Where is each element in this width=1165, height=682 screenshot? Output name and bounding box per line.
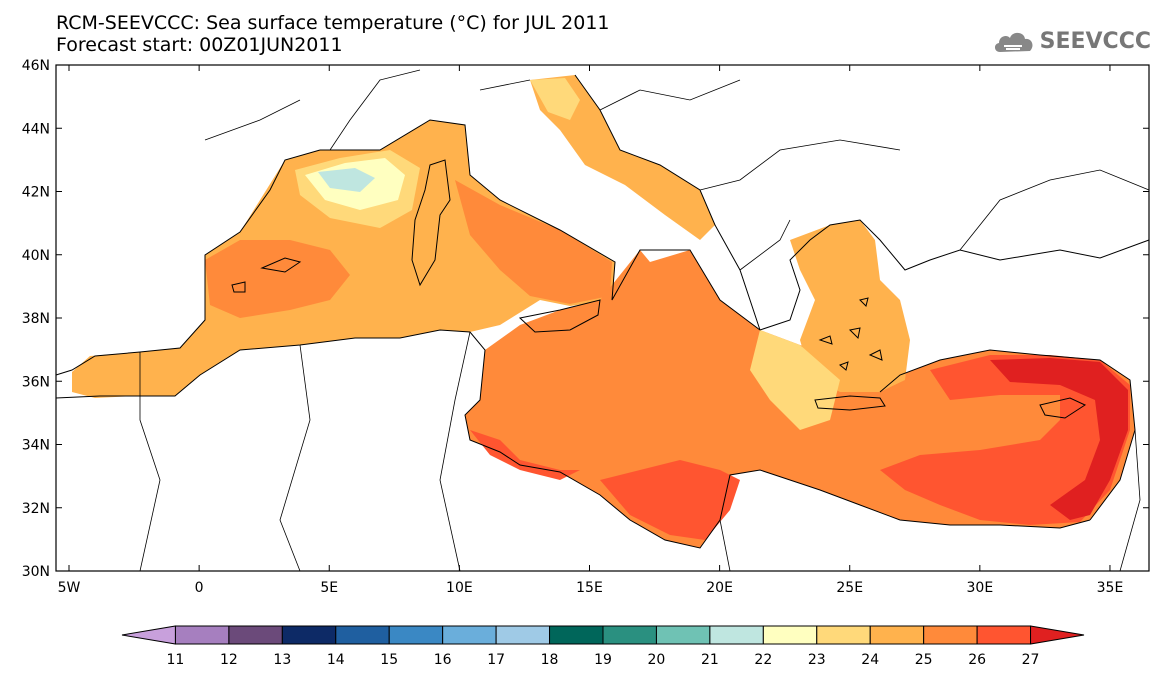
- colorbar-bin: [442, 625, 497, 645]
- aegean-islands: [818, 297, 883, 371]
- lat-label: 32N: [22, 501, 50, 517]
- colorbar-bin: [816, 625, 871, 645]
- colorbar-label: 14: [327, 652, 345, 668]
- libyan-sea-hot: [600, 460, 740, 540]
- colorbar-label: 23: [808, 652, 826, 668]
- colorbar-label: 16: [434, 652, 452, 668]
- longitude-axis: 5W 0 5E 10E 15E 20E 25E 30E 35E: [58, 65, 1124, 596]
- title-block: RCM-SEEVCCC: Sea surface temperature (°C…: [56, 12, 610, 56]
- colorbar-bin: [549, 625, 604, 645]
- northern-adriatic-cool: [530, 78, 580, 120]
- lat-label: 46N: [22, 58, 50, 74]
- colorbar-arrow-high: [1030, 625, 1085, 645]
- map-title: RCM-SEEVCCC: Sea surface temperature (°C…: [56, 12, 610, 34]
- map-plot-area: [55, 64, 1150, 572]
- coastlines: [55, 69, 1150, 572]
- levantine-hot: [880, 355, 1130, 525]
- colorbar-label: 13: [273, 652, 291, 668]
- alboran-sea: [72, 352, 190, 396]
- aegean-sea: [790, 220, 910, 392]
- colorbar-label: 19: [594, 652, 612, 668]
- forecast-start: Forecast start: 00Z01JUN2011: [56, 34, 343, 56]
- ligurian-coldest-patch: [318, 168, 375, 192]
- north-africa-coast: [55, 329, 1091, 549]
- colorbar-bin: [495, 625, 551, 645]
- colorbar-label: 11: [167, 652, 185, 668]
- lon-label: 35E: [1097, 580, 1124, 596]
- colorbar-label: 21: [701, 652, 719, 668]
- colorbar-bin: [281, 625, 337, 645]
- colorbar-label: 22: [754, 652, 772, 668]
- lat-label: 42N: [22, 185, 50, 201]
- western-basin-sea: [72, 120, 615, 398]
- colorbar-arrow-low: [121, 625, 176, 645]
- lat-label: 38N: [22, 311, 50, 327]
- lon-label: 15E: [576, 580, 603, 596]
- lat-label: 36N: [22, 374, 50, 390]
- colorbar-bin: [655, 625, 711, 645]
- cretan-passage-cool: [750, 330, 840, 430]
- colorbar-bin: [388, 625, 444, 645]
- colorbar-bin: [762, 625, 818, 645]
- colorbar-label: 15: [380, 652, 398, 668]
- colorbar-label: 18: [541, 652, 559, 668]
- balearic-warm-water: [205, 240, 350, 318]
- colorbar-label: 26: [968, 652, 986, 668]
- balearic-islands: [231, 257, 302, 293]
- levant-coast: [879, 349, 1136, 521]
- crete: [814, 395, 886, 411]
- colorbar-label: 25: [915, 652, 933, 668]
- colorbar-bin: [976, 625, 1032, 645]
- colorbar-bin: [228, 625, 283, 645]
- tyrrhenian-warm-water: [455, 180, 612, 304]
- sicily: [518, 299, 601, 333]
- lat-label: 44N: [22, 121, 50, 137]
- lat-label: 40N: [22, 248, 50, 264]
- lon-label: 20E: [706, 580, 733, 596]
- lon-label: 30E: [967, 580, 994, 596]
- adriatic-east-coast: [574, 74, 761, 331]
- levantine-hottest-core: [990, 358, 1128, 520]
- adriatic-sea: [530, 75, 715, 240]
- lon-label: 25E: [836, 580, 863, 596]
- inland-borders: [139, 69, 1150, 572]
- colorbar-label: 17: [487, 652, 505, 668]
- france-italy-coast: [320, 119, 761, 331]
- latitude-axis: 46N 44N 42N 40N 38N 36N 34N 32N 30N: [22, 58, 1149, 580]
- iberia-coast: [55, 149, 321, 376]
- lat-label: 30N: [22, 564, 50, 580]
- colorbar-label: 27: [1022, 652, 1040, 668]
- colorbar-bin: [869, 625, 925, 645]
- cyprus: [1039, 397, 1087, 419]
- lon-label: 5W: [58, 580, 81, 596]
- colorbar-label: 12: [220, 652, 238, 668]
- cloud-logo-icon: [994, 32, 1033, 52]
- seevccc-logo: SEEVCCC: [992, 26, 1151, 56]
- sea-surface-temperature-field: [72, 75, 1135, 548]
- colorbar-bin: [923, 625, 978, 645]
- colorbar-label: 20: [648, 652, 666, 668]
- corsica-sardinia: [411, 159, 451, 287]
- lon-label: 10E: [446, 580, 473, 596]
- colorbar-bin: [335, 625, 390, 645]
- temperature-colorbar: 11 12 13 14 15 16 17 18 19 20 21 22 23 24 25 26 27: [121, 625, 1085, 668]
- colorbar-bin: [602, 625, 657, 645]
- logo-text: SEEVCCC: [1039, 28, 1151, 54]
- greece-turkey-coast: [759, 219, 1150, 331]
- colorbar-label: 24: [861, 652, 879, 668]
- colorbar-bin: [174, 625, 230, 645]
- lon-label: 5E: [320, 580, 338, 596]
- colorbar-bin: [709, 625, 764, 645]
- lon-label: 0: [195, 580, 204, 596]
- gulf-of-sidra-hot: [470, 430, 580, 480]
- lat-label: 34N: [22, 438, 50, 454]
